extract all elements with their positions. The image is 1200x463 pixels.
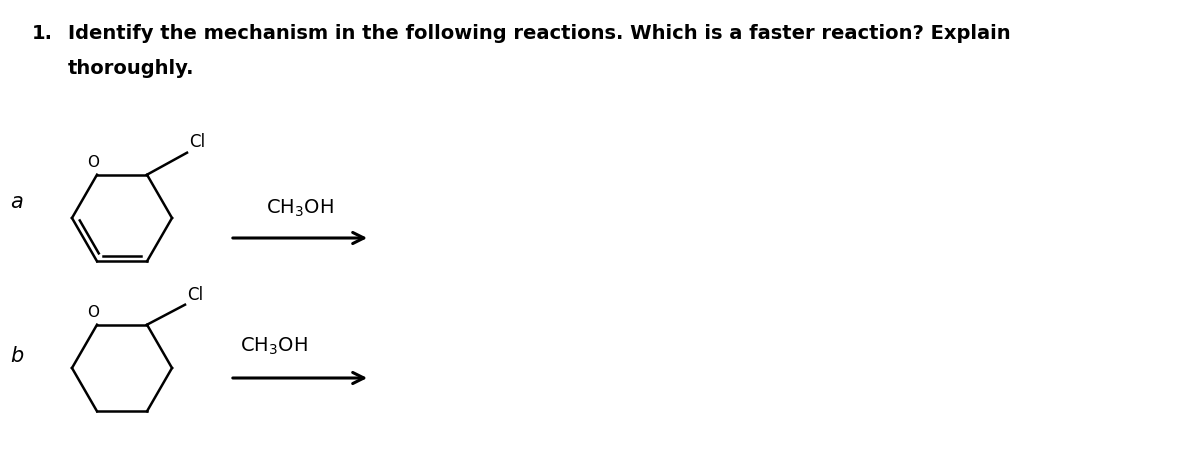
Text: a: a [10, 192, 23, 212]
Text: O: O [88, 304, 98, 319]
Text: O: O [88, 154, 98, 169]
Text: 1.: 1. [32, 24, 53, 43]
Text: CH$_3$OH: CH$_3$OH [266, 197, 334, 219]
Text: CH$_3$OH: CH$_3$OH [240, 335, 307, 356]
Text: thoroughly.: thoroughly. [68, 59, 194, 78]
Text: Cl: Cl [190, 132, 205, 150]
Text: b: b [10, 345, 23, 365]
Text: Identify the mechanism in the following reactions. Which is a faster reaction? E: Identify the mechanism in the following … [68, 24, 1010, 43]
Text: Cl: Cl [187, 285, 203, 303]
